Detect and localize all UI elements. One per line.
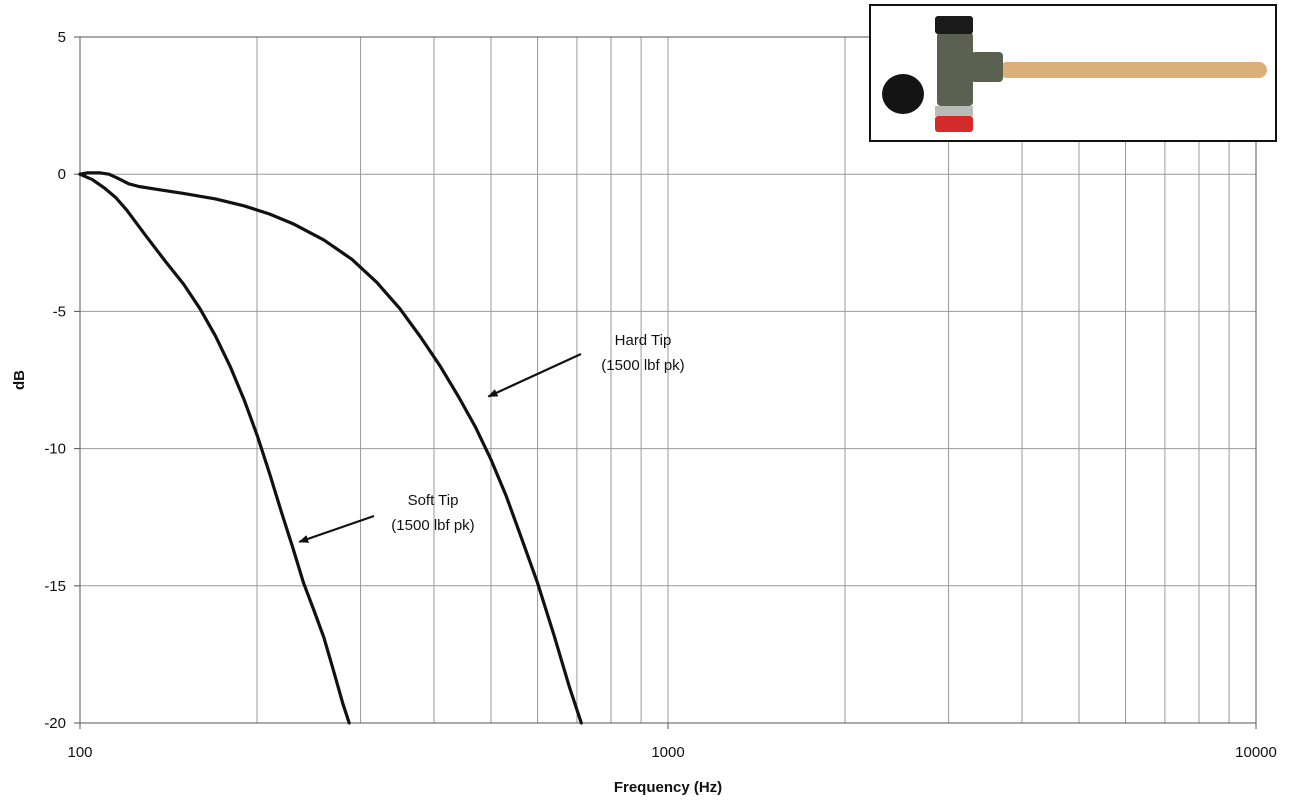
x-tick-label: 100 [67, 744, 92, 761]
hammer-head-top-icon [935, 16, 973, 34]
y-tick-label: -20 [44, 715, 66, 732]
hammer-tip-icon [882, 74, 924, 114]
series-line-hard-tip [78, 171, 583, 725]
y-tick-label: 5 [58, 29, 66, 46]
hammer-neck-icon [971, 52, 1003, 82]
y-tick-label: -15 [44, 578, 66, 595]
annotation-soft-tip-arrow [298, 514, 375, 543]
annotation-hard-tip-arrow [487, 353, 582, 398]
annotation-soft-tip-subtitle: (1500 lbf pk) [391, 517, 474, 534]
x-tick-label: 1000 [651, 744, 684, 761]
annotation-hard-tip-title: Hard Tip [615, 332, 672, 349]
series-line-soft-tip [78, 172, 351, 725]
y-tick-label: -5 [53, 303, 66, 320]
y-axis-ticks: 5 0 -5 -10 -15 -20 [44, 29, 80, 732]
x-axis-title: Frequency (Hz) [614, 779, 722, 796]
annotations-layer: Hard Tip (1500 lbf pk) Soft Tip (1500 lbf p… [298, 332, 685, 543]
x-tick-label: 10000 [1235, 744, 1277, 761]
y-tick-label: -10 [44, 441, 66, 458]
x-axis-ticks: 100 1000 10000 [67, 723, 1277, 761]
annotation-hard-tip-subtitle: (1500 lbf pk) [601, 357, 684, 374]
hammer-icon [882, 16, 1267, 132]
annotation-soft-tip-title: Soft Tip [408, 492, 459, 509]
hammer-head-bottom-icon [935, 116, 973, 132]
hammer-ring-icon [935, 106, 973, 116]
grid-lines [80, 37, 1256, 723]
hammer-handle-icon [999, 62, 1267, 78]
y-axis-title: dB [11, 370, 28, 390]
y-tick-label: 0 [58, 166, 66, 183]
hammer-inset [869, 4, 1277, 142]
series-layer [78, 171, 583, 725]
hammer-body-icon [937, 32, 973, 106]
